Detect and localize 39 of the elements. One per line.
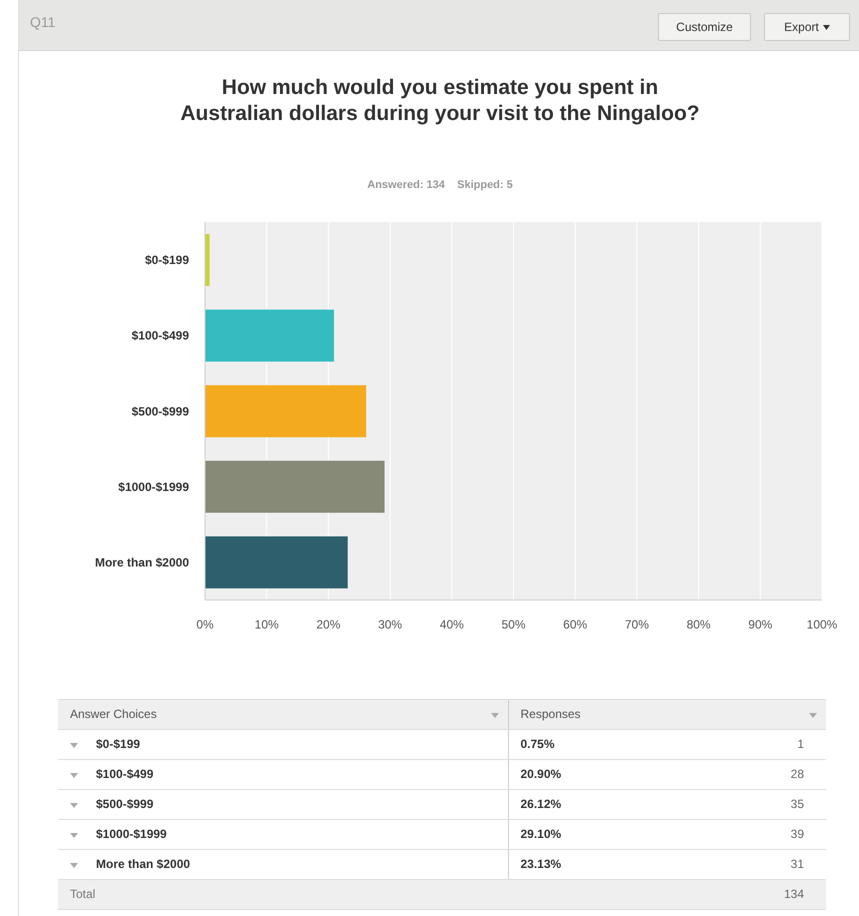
x-tick-label: 70%	[624, 618, 650, 632]
chart-title: How much would you estimate you spent in Australian dollars during your visit to the Ningaloo?	[179, 75, 701, 127]
text: 1	[685, 730, 826, 760]
text: 39	[685, 820, 826, 850]
x-tick-label: 0%	[196, 618, 214, 632]
category-label: $0-$199	[96, 737, 140, 751]
x-tick-label: 60%	[563, 618, 588, 632]
export-button: Export	[764, 13, 850, 41]
y-tick-label: More than $2000	[94, 555, 190, 570]
text: 28	[685, 760, 826, 790]
text: 20.90%	[508, 760, 686, 790]
category-label: $1000-$1999	[96, 827, 167, 841]
text: Answer Choices	[58, 700, 508, 730]
text: 26.12%	[508, 790, 686, 820]
x-tick-label: 40%	[440, 618, 464, 632]
category-label: $100-$499	[96, 767, 154, 781]
y-tick-label: $100-$499	[132, 328, 190, 343]
text: 134	[685, 880, 826, 910]
text: Total	[58, 880, 508, 910]
text: 23.13%	[508, 850, 686, 880]
x-tick-label: 30%	[378, 618, 402, 632]
text: 31	[685, 850, 826, 880]
text: 35	[685, 790, 826, 820]
y-tick-label: $0-$199	[144, 253, 190, 268]
x-tick-label: 20%	[316, 618, 341, 632]
x-tick-label: 90%	[748, 618, 773, 632]
x-tick-label: 100%	[806, 618, 838, 632]
x-tick-label: 50%	[501, 618, 526, 632]
x-tick-label: 10%	[254, 618, 280, 632]
y-tick-label: $500-$999	[132, 404, 190, 418]
category-label: $500-$999	[96, 797, 154, 811]
text: Responses	[508, 700, 826, 730]
text: 0.75%	[508, 730, 686, 760]
text: 29.10%	[508, 820, 686, 850]
chart-subtitle: Answered: 134 Skipped: 5	[366, 179, 514, 191]
text: Q11	[30, 14, 56, 30]
x-tick-label: 80%	[686, 618, 711, 632]
customize-button: Customize	[658, 13, 751, 41]
y-tick-label: $1000-$1999	[118, 480, 190, 494]
